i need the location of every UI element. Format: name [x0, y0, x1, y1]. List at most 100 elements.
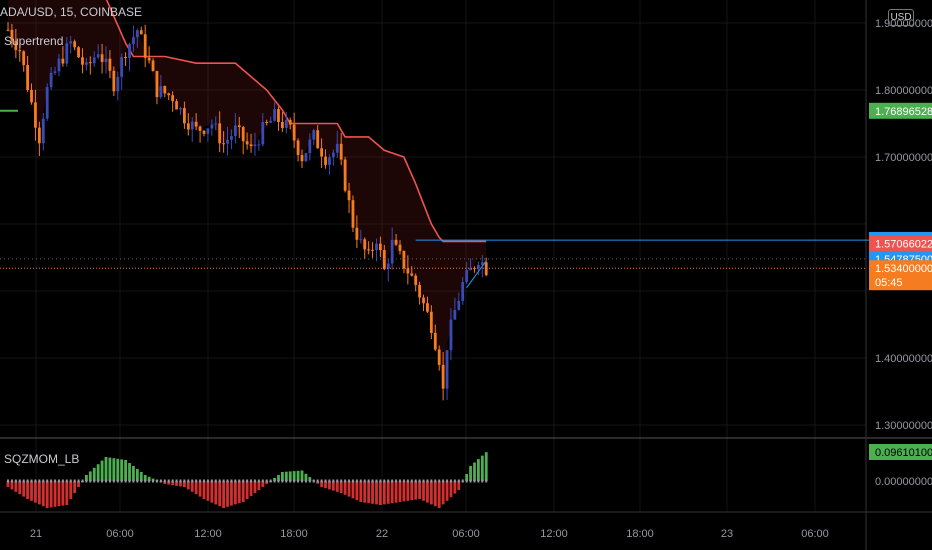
squeeze-dot [324, 479, 327, 483]
momentum-bar [351, 481, 355, 499]
momentum-bar [14, 481, 18, 492]
squeeze-dot [206, 479, 209, 483]
price-tick-label: 1.30000000 [875, 420, 932, 432]
candle-body [292, 124, 296, 141]
squeeze-dot [242, 479, 245, 483]
candle-body [343, 159, 347, 191]
candle-body [426, 303, 429, 312]
squeeze-dot [391, 479, 394, 483]
candle-body [347, 190, 351, 201]
candle-body [312, 130, 316, 140]
momentum-bar [402, 481, 406, 502]
candle-body [288, 120, 292, 125]
momentum-bar [386, 481, 390, 504]
momentum-bar [85, 475, 88, 481]
squeeze-dot [257, 479, 260, 483]
squeeze-dot [308, 479, 311, 483]
candle-body [167, 93, 171, 96]
candle-body [88, 62, 92, 64]
candle-body [359, 239, 363, 241]
supertrend-down-line [105, 0, 487, 243]
momentum-bar [57, 481, 61, 507]
candle-body [331, 152, 335, 158]
squeeze-dot [183, 479, 186, 483]
squeeze-dot [449, 479, 452, 483]
candle-body [45, 87, 49, 119]
squeeze-dot [265, 479, 268, 483]
candle-body [69, 41, 73, 44]
squeeze-dot [210, 479, 213, 483]
candle-body [73, 41, 77, 48]
candle-body [402, 250, 406, 269]
momentum-bar [233, 481, 237, 505]
candle-body [382, 250, 386, 270]
squeeze-dot [195, 479, 198, 483]
candle-body [139, 30, 143, 35]
momentum-bar [426, 481, 429, 503]
candle-body [183, 108, 186, 124]
squeeze-dot [250, 479, 253, 483]
candle-body [241, 127, 245, 142]
momentum-bar [261, 481, 265, 487]
momentum-bar [429, 481, 433, 505]
squeeze-dot [226, 479, 229, 483]
squeeze-dot [128, 479, 131, 483]
indicator-sqzmom-label[interactable]: SQZMOM_LB [4, 452, 80, 466]
squeeze-dot [89, 479, 92, 483]
momentum-bar [296, 470, 300, 481]
squeeze-dot [453, 479, 456, 483]
candle-body [335, 143, 339, 153]
momentum-bar [363, 481, 367, 503]
candle-body [194, 121, 198, 127]
momentum-bar [371, 481, 374, 504]
candle-body [22, 51, 26, 66]
squeeze-dot [77, 479, 80, 483]
candle-body [100, 54, 104, 63]
momentum-bar [328, 481, 331, 490]
momentum-bar [237, 481, 241, 504]
momentum-bar [339, 481, 343, 493]
candle-body [273, 109, 276, 121]
momentum-value-box [869, 444, 932, 460]
momentum-bar [100, 460, 104, 481]
squeeze-dot [461, 479, 464, 483]
momentum-bar [124, 460, 127, 481]
candle-body [296, 140, 300, 156]
currency-button[interactable]: USD [888, 9, 914, 26]
candle-body [390, 239, 394, 264]
squeeze-dot [34, 479, 37, 483]
indicator-supertrend-label[interactable]: Supertrend [4, 34, 64, 48]
momentum-bar [300, 470, 304, 481]
squeeze-dot [175, 479, 178, 483]
time-tick-label: 06:00 [801, 528, 829, 540]
momentum-bar [22, 481, 26, 497]
candle-body [10, 29, 14, 41]
candle-body [85, 62, 88, 65]
squeeze-dot [269, 479, 272, 483]
momentum-bar [179, 481, 182, 487]
candle-body [281, 122, 284, 128]
candle-body [96, 54, 100, 58]
squeeze-dot [46, 479, 49, 483]
candle-body [124, 56, 127, 59]
squeeze-dot [351, 479, 354, 483]
squeeze-dot [124, 479, 127, 483]
trend-line [466, 260, 487, 288]
time-tick-label: 06:00 [106, 528, 134, 540]
candle-body [449, 319, 453, 351]
squeeze-dot [18, 479, 21, 483]
squeeze-dot [246, 479, 249, 483]
momentum-bar [375, 481, 378, 505]
squeeze-dot [261, 479, 264, 483]
squeeze-dot [481, 479, 484, 483]
squeeze-dot [116, 479, 119, 483]
momentum-bar [92, 467, 96, 481]
squeeze-dot [438, 479, 441, 483]
time-tick-label: 18:00 [626, 528, 654, 540]
candle-body [457, 300, 461, 310]
squeeze-dot [140, 479, 143, 483]
candle-body [339, 143, 343, 160]
squeeze-dot [289, 479, 292, 483]
candle-body [265, 121, 269, 123]
